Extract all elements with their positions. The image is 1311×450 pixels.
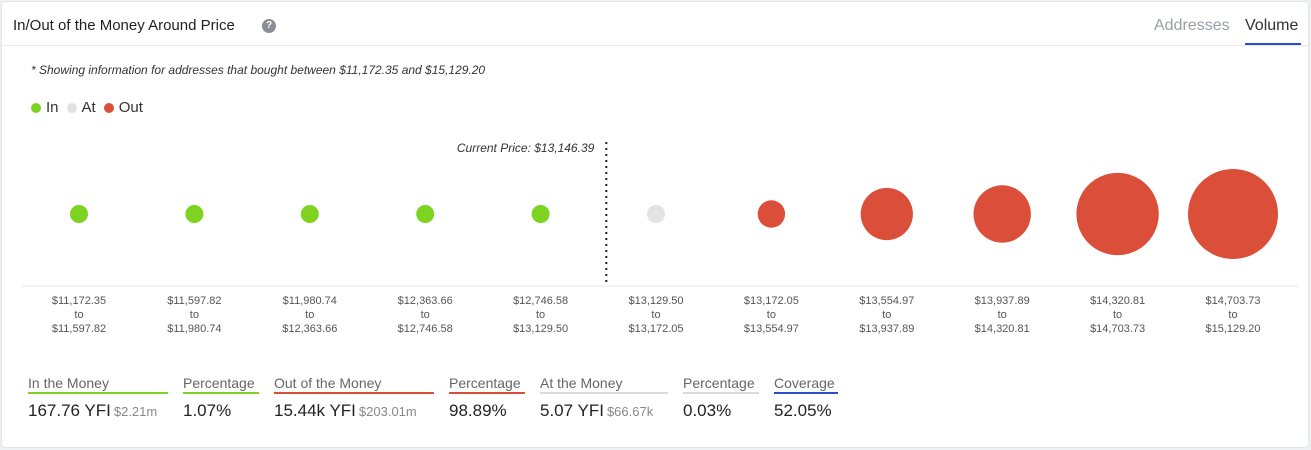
summary-amount: 5.07 YFI xyxy=(540,401,604,420)
legend-item-at[interactable]: At xyxy=(66,99,96,116)
tick-label-separator: to xyxy=(190,309,199,321)
summary-usd: $2.21m xyxy=(113,404,158,419)
tick-label-separator: to xyxy=(536,309,545,321)
tick-label-price: $11,597.82 xyxy=(52,323,106,335)
legend-item-in[interactable]: In xyxy=(31,99,59,116)
tick-label-price: $12,746.58 xyxy=(398,323,453,335)
bubble-in xyxy=(416,205,435,223)
card-title: In/Out of the Money Around Price xyxy=(13,17,235,34)
summary-at-percentage: Percentage 0.03% xyxy=(683,375,759,421)
summary-coverage: Coverage 52.05% xyxy=(774,375,838,421)
tick-label-price: $13,554.97 xyxy=(859,295,914,307)
legend-dot-at xyxy=(66,102,77,113)
tick-label-price: $14,703.73 xyxy=(1205,295,1260,307)
bubble-in xyxy=(185,205,204,223)
tick-label-price: $11,980.74 xyxy=(283,295,337,307)
summary-value: 5.07 YFI $66.67k xyxy=(540,401,668,421)
chart-legend: In At Out xyxy=(31,99,151,116)
legend-label-in: In xyxy=(46,99,59,116)
legend-dot-out xyxy=(103,102,114,113)
bubble-out xyxy=(1076,172,1159,256)
legend-dot-in xyxy=(31,102,41,113)
bubble-in xyxy=(70,205,88,223)
tick-label-price: $12,746.58 xyxy=(513,295,568,307)
card-header: In/Out of the Money Around Price ? Addre… xyxy=(2,2,1308,46)
summary-label: Percentage xyxy=(449,375,525,394)
bubble-at xyxy=(647,205,665,223)
summary-value: 0.03% xyxy=(683,401,732,420)
tick-label-price: $12,363.66 xyxy=(282,323,337,335)
tick-label-separator: to xyxy=(421,309,430,321)
summary-amount: 167.76 YFI xyxy=(28,401,111,420)
legend-item-out[interactable]: Out xyxy=(103,99,143,116)
summary-usd: $66.67k xyxy=(606,404,654,419)
bubble-out xyxy=(757,200,786,228)
summary-label: At the Money xyxy=(540,375,668,394)
bubble-in xyxy=(531,205,550,223)
tick-label-price: $11,597.82 xyxy=(167,295,221,307)
tick-label-price: $13,554.97 xyxy=(744,323,799,335)
legend-label-at: At xyxy=(81,99,96,116)
tick-label-price: $12,363.66 xyxy=(398,295,453,307)
question-circle-icon[interactable]: ? xyxy=(262,19,276,33)
tick-label-price: $13,937.89 xyxy=(975,295,1030,307)
current-price-label: Current Price: $13,146.39 xyxy=(457,141,595,155)
summary-value: 52.05% xyxy=(774,401,832,420)
tick-label-price: $11,172.35 xyxy=(52,295,106,307)
tick-label-price: $15,129.20 xyxy=(1205,323,1260,335)
bubble-in xyxy=(300,205,319,223)
summary-label: Coverage xyxy=(774,375,838,394)
bubble-out xyxy=(1188,169,1278,259)
summary-value: 98.89% xyxy=(449,401,507,420)
tick-label-separator: to xyxy=(1113,309,1122,321)
summary-usd: $203.01m xyxy=(358,404,417,419)
range-note: * Showing information for addresses that… xyxy=(31,63,486,77)
tick-label-price: $13,172.05 xyxy=(744,295,799,307)
tick-label-separator: to xyxy=(882,309,891,321)
tick-label-separator: to xyxy=(74,309,83,321)
tick-label-separator: to xyxy=(651,309,660,321)
summary-label: Out of the Money xyxy=(274,375,434,394)
summary-value: 15.44k YFI $203.01m xyxy=(274,401,434,421)
summary-in-the-money: In the Money 167.76 YFI $2.21m xyxy=(28,375,168,421)
tick-label-separator: to xyxy=(767,309,776,321)
tick-label-separator: to xyxy=(1228,309,1237,321)
bubble-out xyxy=(860,187,913,241)
summary-in-percentage: Percentage 1.07% xyxy=(183,375,259,421)
tick-label-price: $13,129.50 xyxy=(628,295,683,307)
tick-label-price: $13,937.89 xyxy=(859,323,914,335)
bubble-out xyxy=(973,185,1031,243)
summary-value: 1.07% xyxy=(183,401,232,420)
summary-label: Percentage xyxy=(683,375,759,394)
summary-value: 167.76 YFI $2.21m xyxy=(28,401,168,421)
tick-label-price: $13,172.05 xyxy=(628,323,683,335)
summary-amount: 15.44k YFI xyxy=(274,401,356,420)
tick-label-price: $14,320.81 xyxy=(1090,295,1145,307)
tick-label-separator: to xyxy=(998,309,1007,321)
summary-label: In the Money xyxy=(28,375,168,394)
summary-out-of-the-money: Out of the Money 15.44k YFI $203.01m xyxy=(274,375,434,421)
tick-label-price: $14,320.81 xyxy=(975,323,1030,335)
summary-at-the-money: At the Money 5.07 YFI $66.67k xyxy=(540,375,668,421)
summary-label: Percentage xyxy=(183,375,259,394)
summary-out-percentage: Percentage 98.89% xyxy=(449,375,525,421)
tick-label-separator: to xyxy=(305,309,314,321)
legend-label-out: Out xyxy=(118,99,143,116)
tick-label-price: $11,980.74 xyxy=(167,323,221,335)
tick-label-price: $13,129.50 xyxy=(513,323,568,335)
active-tab-indicator xyxy=(1245,43,1301,45)
tab-addresses[interactable]: Addresses xyxy=(1154,17,1230,34)
tick-label-price: $14,703.73 xyxy=(1090,323,1145,335)
tab-volume[interactable]: Volume xyxy=(1245,17,1299,34)
